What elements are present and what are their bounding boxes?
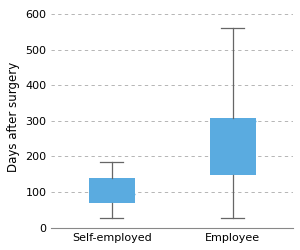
PathPatch shape	[210, 118, 256, 175]
Y-axis label: Days after surgery: Days after surgery	[7, 62, 20, 172]
PathPatch shape	[89, 178, 135, 203]
